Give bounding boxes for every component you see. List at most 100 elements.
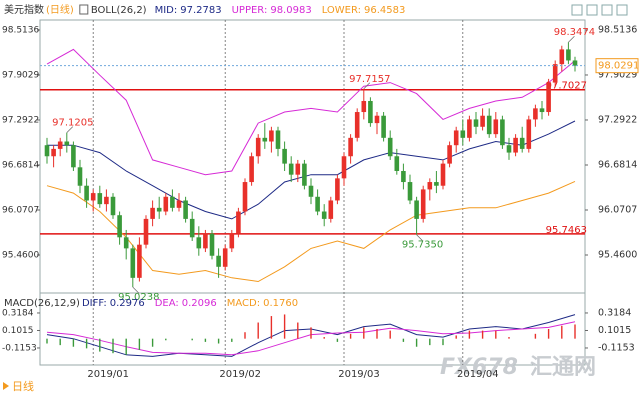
series-line [46, 48, 576, 176]
candle-body [183, 200, 188, 219]
candle-body [262, 137, 268, 142]
annotation-label: 95.7350 [402, 240, 443, 251]
candle-body [315, 196, 320, 212]
y-tick-label-right: 95.4600 [598, 249, 637, 260]
y-tick-label-left: 96.6814 [2, 160, 39, 170]
candle-body [533, 108, 538, 120]
candle-body [176, 200, 182, 208]
candle-body [381, 115, 386, 138]
candle-body [387, 137, 393, 157]
candle-body [427, 182, 433, 190]
candle-body [295, 163, 301, 175]
candle-body [321, 211, 327, 219]
x-tick-label: 2019/03 [338, 369, 380, 380]
candle-body [90, 193, 96, 201]
last-price-box [595, 58, 639, 74]
candle-body [84, 185, 89, 201]
candle-body [209, 233, 215, 256]
candle-body [440, 163, 446, 186]
candle-body [51, 148, 56, 157]
indicator-label: BOLL(26,2) [91, 5, 147, 16]
candle-body [453, 130, 459, 146]
y-tick-label-left: 98.5136 [2, 25, 39, 35]
candle-body [434, 182, 439, 186]
x-tick-label: 2019/02 [219, 369, 261, 380]
footer-label[interactable]: 日线 [12, 379, 34, 393]
candle-body [57, 141, 63, 149]
icon[interactable] [586, 4, 598, 16]
indicator-icon [79, 4, 89, 15]
candle-body [44, 145, 50, 157]
support-label: 95.7463 [546, 225, 587, 236]
candle-body [572, 60, 578, 66]
y-tick-label-left: 0.3184 [2, 308, 34, 318]
annotation-leader [66, 126, 74, 133]
candle-body [467, 119, 472, 138]
candle-body [348, 137, 353, 157]
chart-subtitle: (日线) [46, 3, 74, 16]
y-tick-label-right: -0.1153 [598, 342, 635, 353]
candle-body [77, 167, 83, 186]
candle-body [137, 244, 142, 278]
candle-body [394, 156, 400, 171]
series-line [47, 120, 576, 220]
icon[interactable] [601, 4, 613, 16]
watermark-name: 汇通网 [530, 355, 596, 380]
candle-body [216, 255, 221, 267]
annotation-leader [132, 286, 140, 294]
candle-body [229, 233, 235, 249]
legend-value: 97.2783 [180, 5, 221, 16]
candle-body [269, 130, 274, 142]
candle-body [97, 193, 103, 205]
candle-body [414, 200, 419, 219]
legend-value: 96.4583 [364, 5, 405, 16]
x-tick-label: 2019/04 [457, 369, 499, 380]
x-tick-label: 2019/01 [87, 369, 129, 380]
legend-value: 0.1760 [263, 298, 298, 309]
candle-body [308, 185, 314, 197]
legend-name: LOWER: [322, 5, 361, 16]
candle-body [64, 141, 70, 146]
y-tick-label-right: 0.3184 [598, 307, 631, 318]
candle-body [189, 218, 195, 238]
candle-body [255, 137, 261, 157]
candle-body [500, 119, 505, 146]
candle-body [447, 145, 452, 164]
annotation-label: 97.7157 [349, 74, 390, 85]
candle-body [354, 112, 360, 138]
legend-name: DEA: [155, 298, 179, 309]
candle-body [546, 82, 551, 113]
candle-body [335, 178, 340, 201]
candle-body [242, 182, 248, 212]
y-tick-label-left: 95.4600 [2, 250, 39, 260]
candle-body [163, 196, 169, 212]
legend-name: MACD: [227, 298, 260, 309]
legend-value: 0.2096 [182, 298, 217, 309]
legend-name: MID: [155, 5, 178, 16]
candle-body [361, 100, 367, 113]
candle-body [150, 207, 155, 219]
y-tick-label-right: 97.9029 [598, 69, 637, 80]
candle-body [104, 196, 109, 205]
y-tick-label-left: 96.0707 [2, 205, 39, 215]
legend-value: 98.0983 [270, 5, 311, 16]
candle-body [130, 248, 136, 278]
candle-body [282, 148, 287, 164]
footer-icon[interactable] [3, 382, 9, 390]
candle-body [170, 196, 175, 208]
legend-name: DIFF: [82, 298, 107, 309]
toolbar-icons[interactable] [571, 4, 628, 16]
y-tick-label-right: 98.5136 [598, 24, 637, 35]
macd-panel [39, 292, 586, 366]
candle-body [143, 218, 149, 245]
chart-title: 美元指数 [4, 3, 44, 16]
legend-name: UPPER: [232, 5, 268, 16]
y-tick-label-right: 97.2922 [598, 114, 637, 125]
candle-body [473, 119, 479, 127]
y-tick-label-left: 97.2922 [2, 115, 39, 125]
candle-body [368, 100, 373, 124]
candle-body [328, 200, 334, 219]
icon[interactable] [571, 4, 583, 16]
candle-body [117, 215, 122, 238]
icon[interactable] [616, 4, 628, 16]
